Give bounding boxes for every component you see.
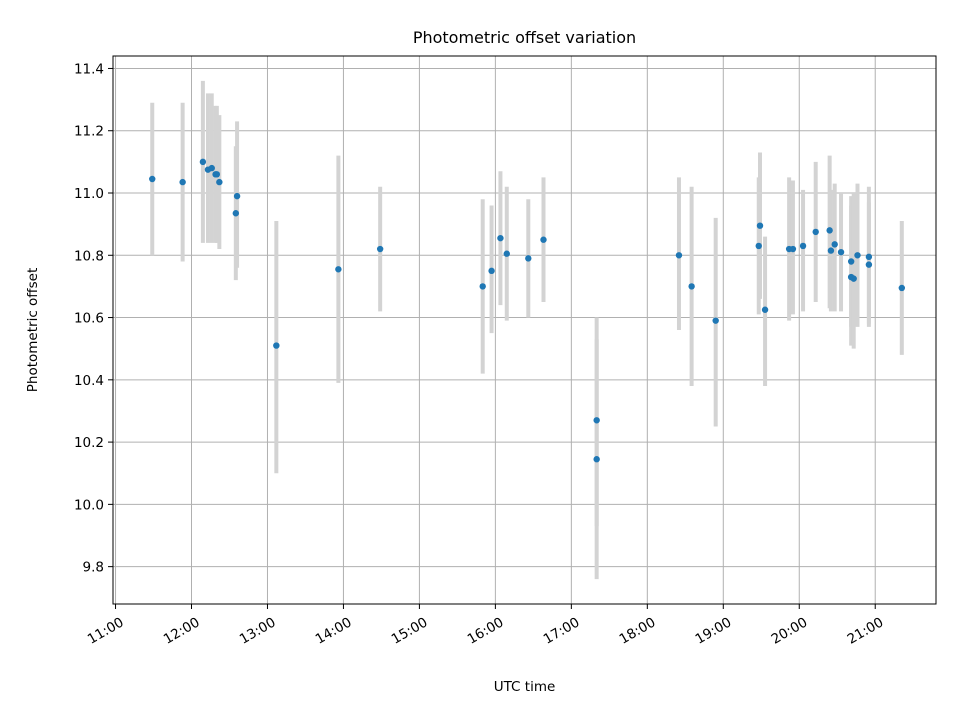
x-tick-label: 15:00 (389, 614, 431, 647)
y-axis-label: Photometric offset (25, 268, 41, 392)
data-point (593, 456, 600, 463)
x-tick-label: 21:00 (845, 614, 887, 647)
data-point (199, 158, 207, 166)
y-tick-label: 9.8 (83, 560, 104, 576)
data-point (208, 164, 215, 172)
data-point (865, 253, 873, 261)
x-axis-label: UTC time (494, 679, 556, 695)
data-point (525, 255, 532, 262)
data-point (761, 306, 769, 313)
x-tick-label: 18:00 (617, 614, 659, 647)
data-point (837, 248, 845, 256)
x-tick-label: 20:00 (769, 614, 811, 647)
y-tick-label: 11.4 (74, 61, 104, 77)
data-point (376, 245, 384, 253)
data-point (232, 210, 240, 217)
chart-title: Photometric offset variation (413, 28, 636, 47)
data-point (799, 242, 807, 250)
data-point (488, 267, 495, 275)
data-point (233, 192, 241, 200)
data-point (335, 266, 342, 273)
data-point (688, 283, 695, 290)
data-point (540, 236, 547, 243)
data-point (213, 171, 221, 178)
x-tick-label: 14:00 (313, 614, 355, 647)
data-point (756, 222, 764, 229)
data-point (789, 245, 797, 253)
y-tick-label: 10.4 (74, 373, 104, 389)
grid (113, 56, 936, 604)
y-tick-label: 10.6 (74, 311, 104, 327)
data-point (712, 317, 719, 324)
data-points (149, 158, 906, 463)
y-axis-ticks: 9.8 10.0 10.2 10.4 10.6 10.8 11.0 11.2 11.4 (74, 61, 113, 576)
data-point (273, 342, 280, 349)
data-point (826, 227, 833, 234)
data-point (847, 258, 855, 265)
data-point (479, 283, 486, 290)
data-point (179, 178, 186, 186)
y-tick-label: 10.0 (74, 497, 104, 513)
data-point (149, 175, 156, 183)
x-tick-label: 13:00 (237, 614, 279, 647)
data-point (503, 250, 510, 257)
data-point (865, 261, 873, 268)
data-point (827, 247, 835, 254)
data-point (854, 252, 861, 259)
data-point (755, 242, 762, 250)
data-point (216, 178, 223, 186)
x-tick-label: 11:00 (85, 614, 127, 647)
plot-frame (112, 55, 937, 605)
x-tick-label: 16:00 (465, 614, 507, 647)
data-point (812, 228, 819, 236)
y-tick-label: 11.2 (74, 124, 104, 140)
x-tick-label: 12:00 (161, 614, 203, 647)
data-point (497, 234, 504, 242)
data-point (831, 241, 838, 248)
data-point (898, 284, 906, 292)
x-axis-ticks: 11:00 12:00 13:00 14:00 15:00 16:00 17:00 18:00… (85, 604, 886, 648)
y-tick-label: 10.2 (74, 435, 104, 451)
x-tick-label: 17:00 (541, 614, 583, 647)
data-point (675, 252, 683, 259)
data-point (850, 275, 857, 282)
data-point (593, 417, 600, 424)
y-tick-label: 10.8 (74, 248, 104, 264)
x-tick-label: 19:00 (693, 614, 735, 647)
y-tick-label: 11.0 (74, 186, 104, 202)
